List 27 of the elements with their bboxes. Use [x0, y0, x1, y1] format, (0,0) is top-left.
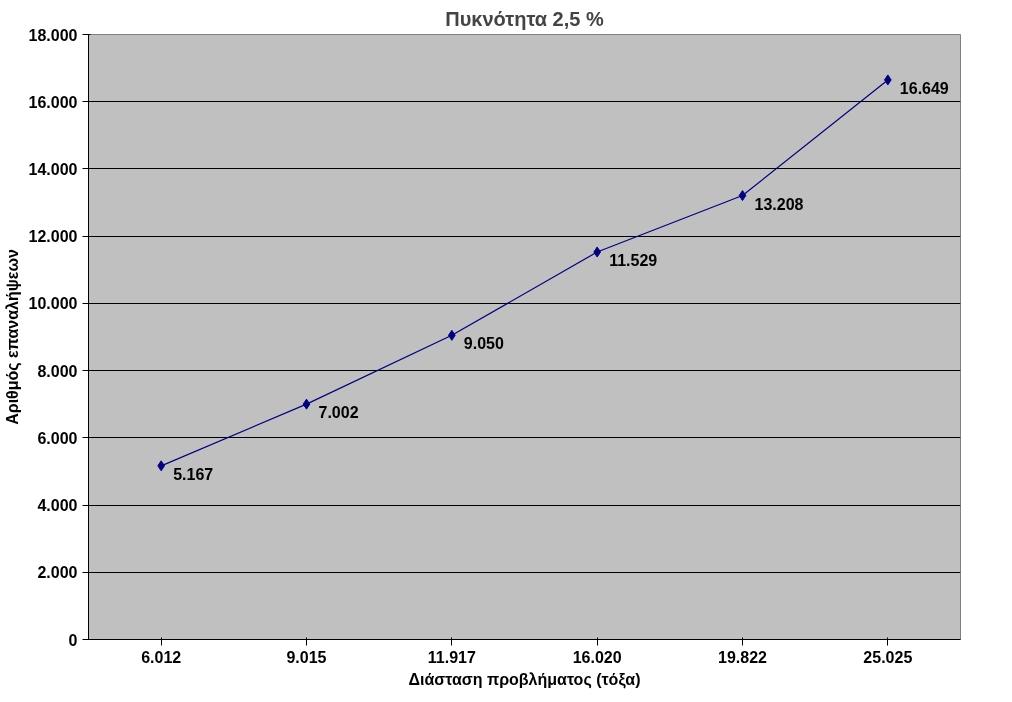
- chart-title: Πυκνότητα 2,5 %: [445, 7, 604, 30]
- y-tick-label: 0: [68, 631, 78, 649]
- y-tick-label: 14.000: [28, 160, 78, 178]
- y-tick-label: 4.000: [37, 497, 78, 515]
- y-axis-title: Αριθμός επαναλήψεων: [3, 249, 22, 425]
- y-tick-label: 6.000: [37, 429, 78, 447]
- data-label: 13.208: [754, 195, 804, 213]
- y-tick-label: 18.000: [28, 26, 78, 44]
- y-tick-label: 16.000: [28, 93, 78, 111]
- data-label: 7.002: [318, 404, 359, 422]
- x-tick-label: 9.015: [286, 648, 327, 666]
- y-tick-label: 8.000: [37, 362, 78, 380]
- x-tick-label: 6.012: [141, 648, 182, 666]
- point: [738, 190, 747, 202]
- data-label: 5.167: [173, 465, 214, 483]
- y-tick-label: 12.000: [28, 228, 78, 246]
- x-tick-label: 19.822: [718, 648, 768, 666]
- data-label: 11.529: [609, 252, 658, 269]
- y-tick-label: 2.000: [37, 564, 78, 582]
- data-label: 9.050: [463, 335, 504, 353]
- x-tick-label: 25.025: [863, 648, 913, 666]
- y-tick-label: 10.000: [28, 295, 78, 313]
- data-label: 16.649: [899, 79, 949, 97]
- x-tick-label: 16.020: [572, 648, 622, 666]
- x-axis-title: Διάσταση προβλήματος (τόξα): [408, 670, 641, 689]
- point: [302, 398, 311, 410]
- x-tick-label: 11.917: [427, 648, 476, 666]
